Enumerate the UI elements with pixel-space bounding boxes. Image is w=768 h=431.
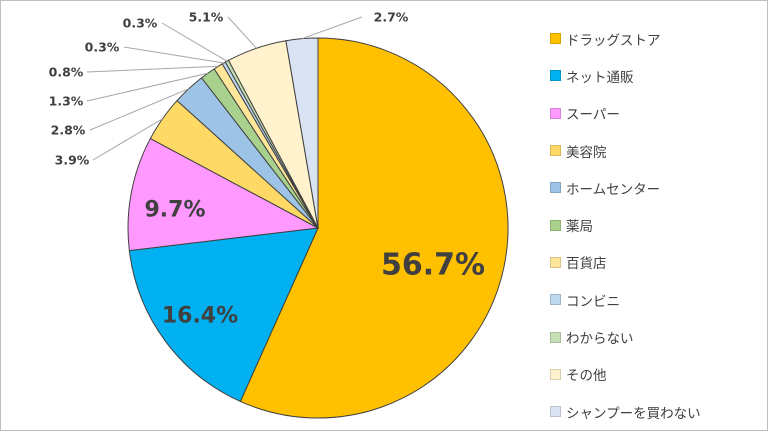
chart-legend: ドラッグストア ネット通販スーパー美容院ホームセンター 薬局百貨店コンビニわからない… <box>550 20 760 430</box>
leader-line <box>89 88 190 131</box>
data-label: 2.7% <box>374 10 409 25</box>
legend-item: ネット通販 <box>550 57 760 94</box>
data-label: 56.7% <box>381 248 485 283</box>
legend-swatch <box>550 33 561 45</box>
legend-item: スーパー <box>550 95 760 132</box>
data-label: 1.3% <box>49 94 84 109</box>
pie-slice <box>128 227 319 403</box>
legend-label: 薬局 <box>566 219 593 236</box>
pie-slice <box>127 137 320 252</box>
legend-label: ドラッグストア <box>566 32 661 49</box>
legend-label: スーパー <box>566 107 620 124</box>
legend-item: 百貨店 <box>550 244 760 281</box>
data-label: 0.3% <box>123 16 158 31</box>
leader-line <box>123 46 224 64</box>
legend-swatch <box>550 219 561 231</box>
leader-line <box>161 22 228 62</box>
legend-swatch <box>550 406 561 418</box>
legend-item: 美容院 <box>550 132 760 169</box>
legend-item: コンビニ <box>550 281 760 318</box>
legend-swatch <box>550 331 561 343</box>
legend-label: シャンプーを買わない <box>566 405 701 422</box>
leader-line <box>92 118 163 161</box>
legend-label: ホームセンター <box>566 181 661 198</box>
leader-line <box>86 65 219 73</box>
data-label: 0.3% <box>85 40 120 55</box>
legend-label: わからない <box>566 331 634 348</box>
legend-item: ホームセンター <box>550 169 760 206</box>
legend-swatch <box>550 368 561 380</box>
data-label: 2.8% <box>51 123 86 138</box>
legend-item: シャンプーを買わない <box>550 393 760 430</box>
legend-swatch <box>550 145 561 157</box>
legend-swatch <box>550 294 561 306</box>
legend-label: 百貨店 <box>566 256 607 273</box>
pie-slice <box>239 37 509 419</box>
legend-swatch <box>550 70 561 82</box>
legend-item: ドラッグストア <box>550 20 760 57</box>
legend-label: コンビニ <box>566 293 620 310</box>
legend-label: その他 <box>566 368 607 385</box>
legend-swatch <box>550 256 561 268</box>
legend-item: 薬局 <box>550 206 760 243</box>
data-label: 16.4% <box>162 304 238 329</box>
data-label: 0.8% <box>49 65 84 80</box>
data-label: 3.9% <box>55 153 90 168</box>
legend-label: 美容院 <box>566 144 607 161</box>
legend-swatch <box>550 107 561 119</box>
data-label: 5.1% <box>189 10 224 25</box>
leader-line <box>227 16 257 49</box>
legend-label: ネット通販 <box>566 69 634 86</box>
legend-item: その他 <box>550 356 760 393</box>
data-label: 9.7% <box>144 198 205 223</box>
leader-line <box>86 72 208 102</box>
legend-swatch <box>550 182 561 194</box>
legend-item: わからない <box>550 318 760 355</box>
leader-line <box>301 16 363 40</box>
